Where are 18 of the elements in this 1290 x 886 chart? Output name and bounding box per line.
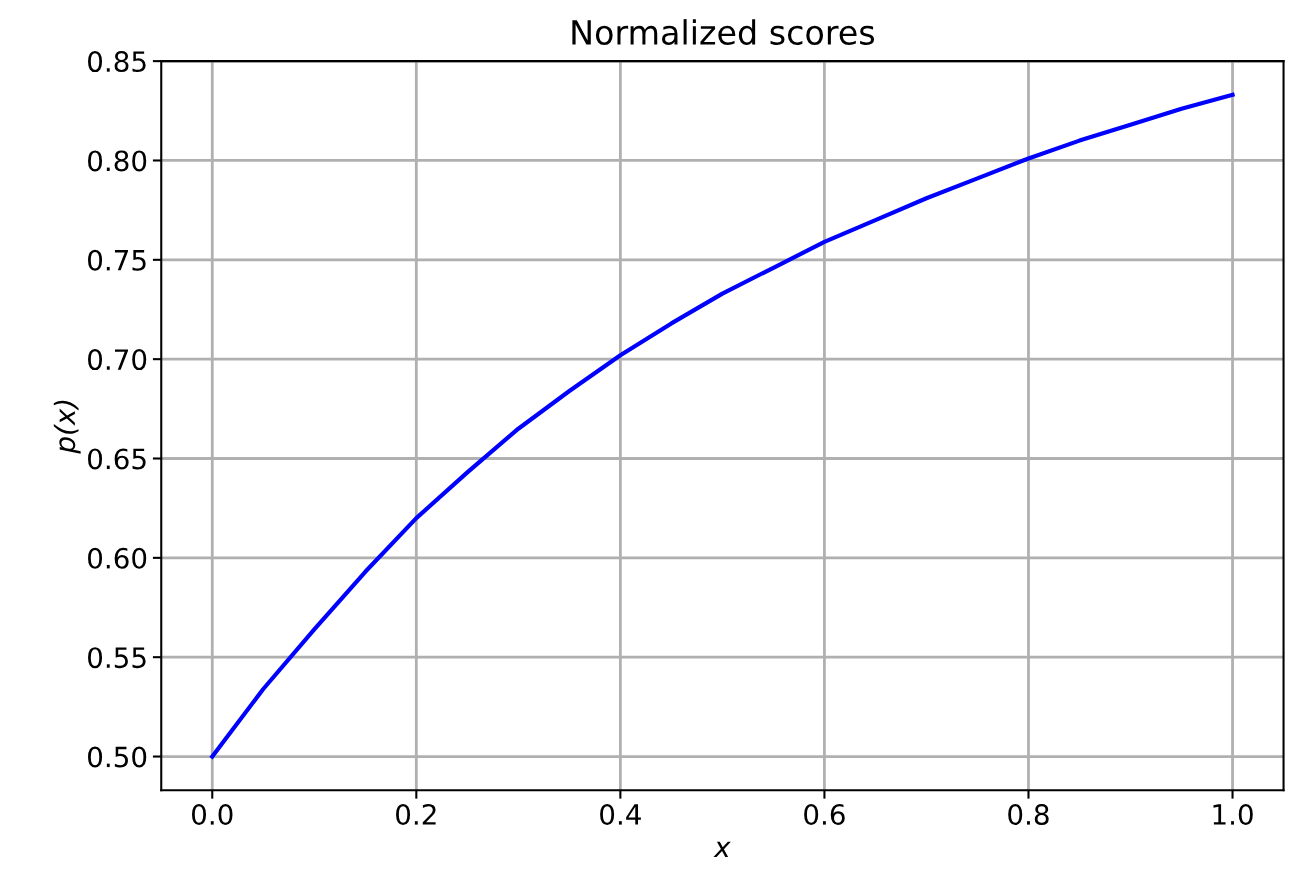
x-tick-label: 0.4 — [600, 804, 641, 826]
x-axis-title: x — [713, 841, 731, 858]
line-series — [210, 92, 1235, 759]
x-tick-label: 0.8 — [1008, 804, 1049, 826]
y-tick-label: 0.50 — [88, 746, 147, 768]
y-tick-label: 0.85 — [88, 51, 146, 73]
x-tick-label: 0.6 — [804, 804, 845, 826]
y-tick-label: 0.60 — [88, 547, 147, 569]
x-tick-label: 0.0 — [192, 804, 233, 826]
chart-title: Normalized scores — [572, 19, 875, 45]
x-tick-label: 0.2 — [396, 804, 436, 826]
x-tick-label: 1.0 — [1213, 804, 1253, 826]
y-tick-label: 0.80 — [88, 150, 147, 172]
y-tick-label: 0.75 — [88, 249, 146, 271]
y-tick-label: 0.70 — [88, 349, 147, 371]
y-axis-title: p(x) — [53, 400, 81, 454]
y-tick-label: 0.65 — [88, 448, 146, 470]
y-tick-label: 0.55 — [88, 647, 146, 669]
